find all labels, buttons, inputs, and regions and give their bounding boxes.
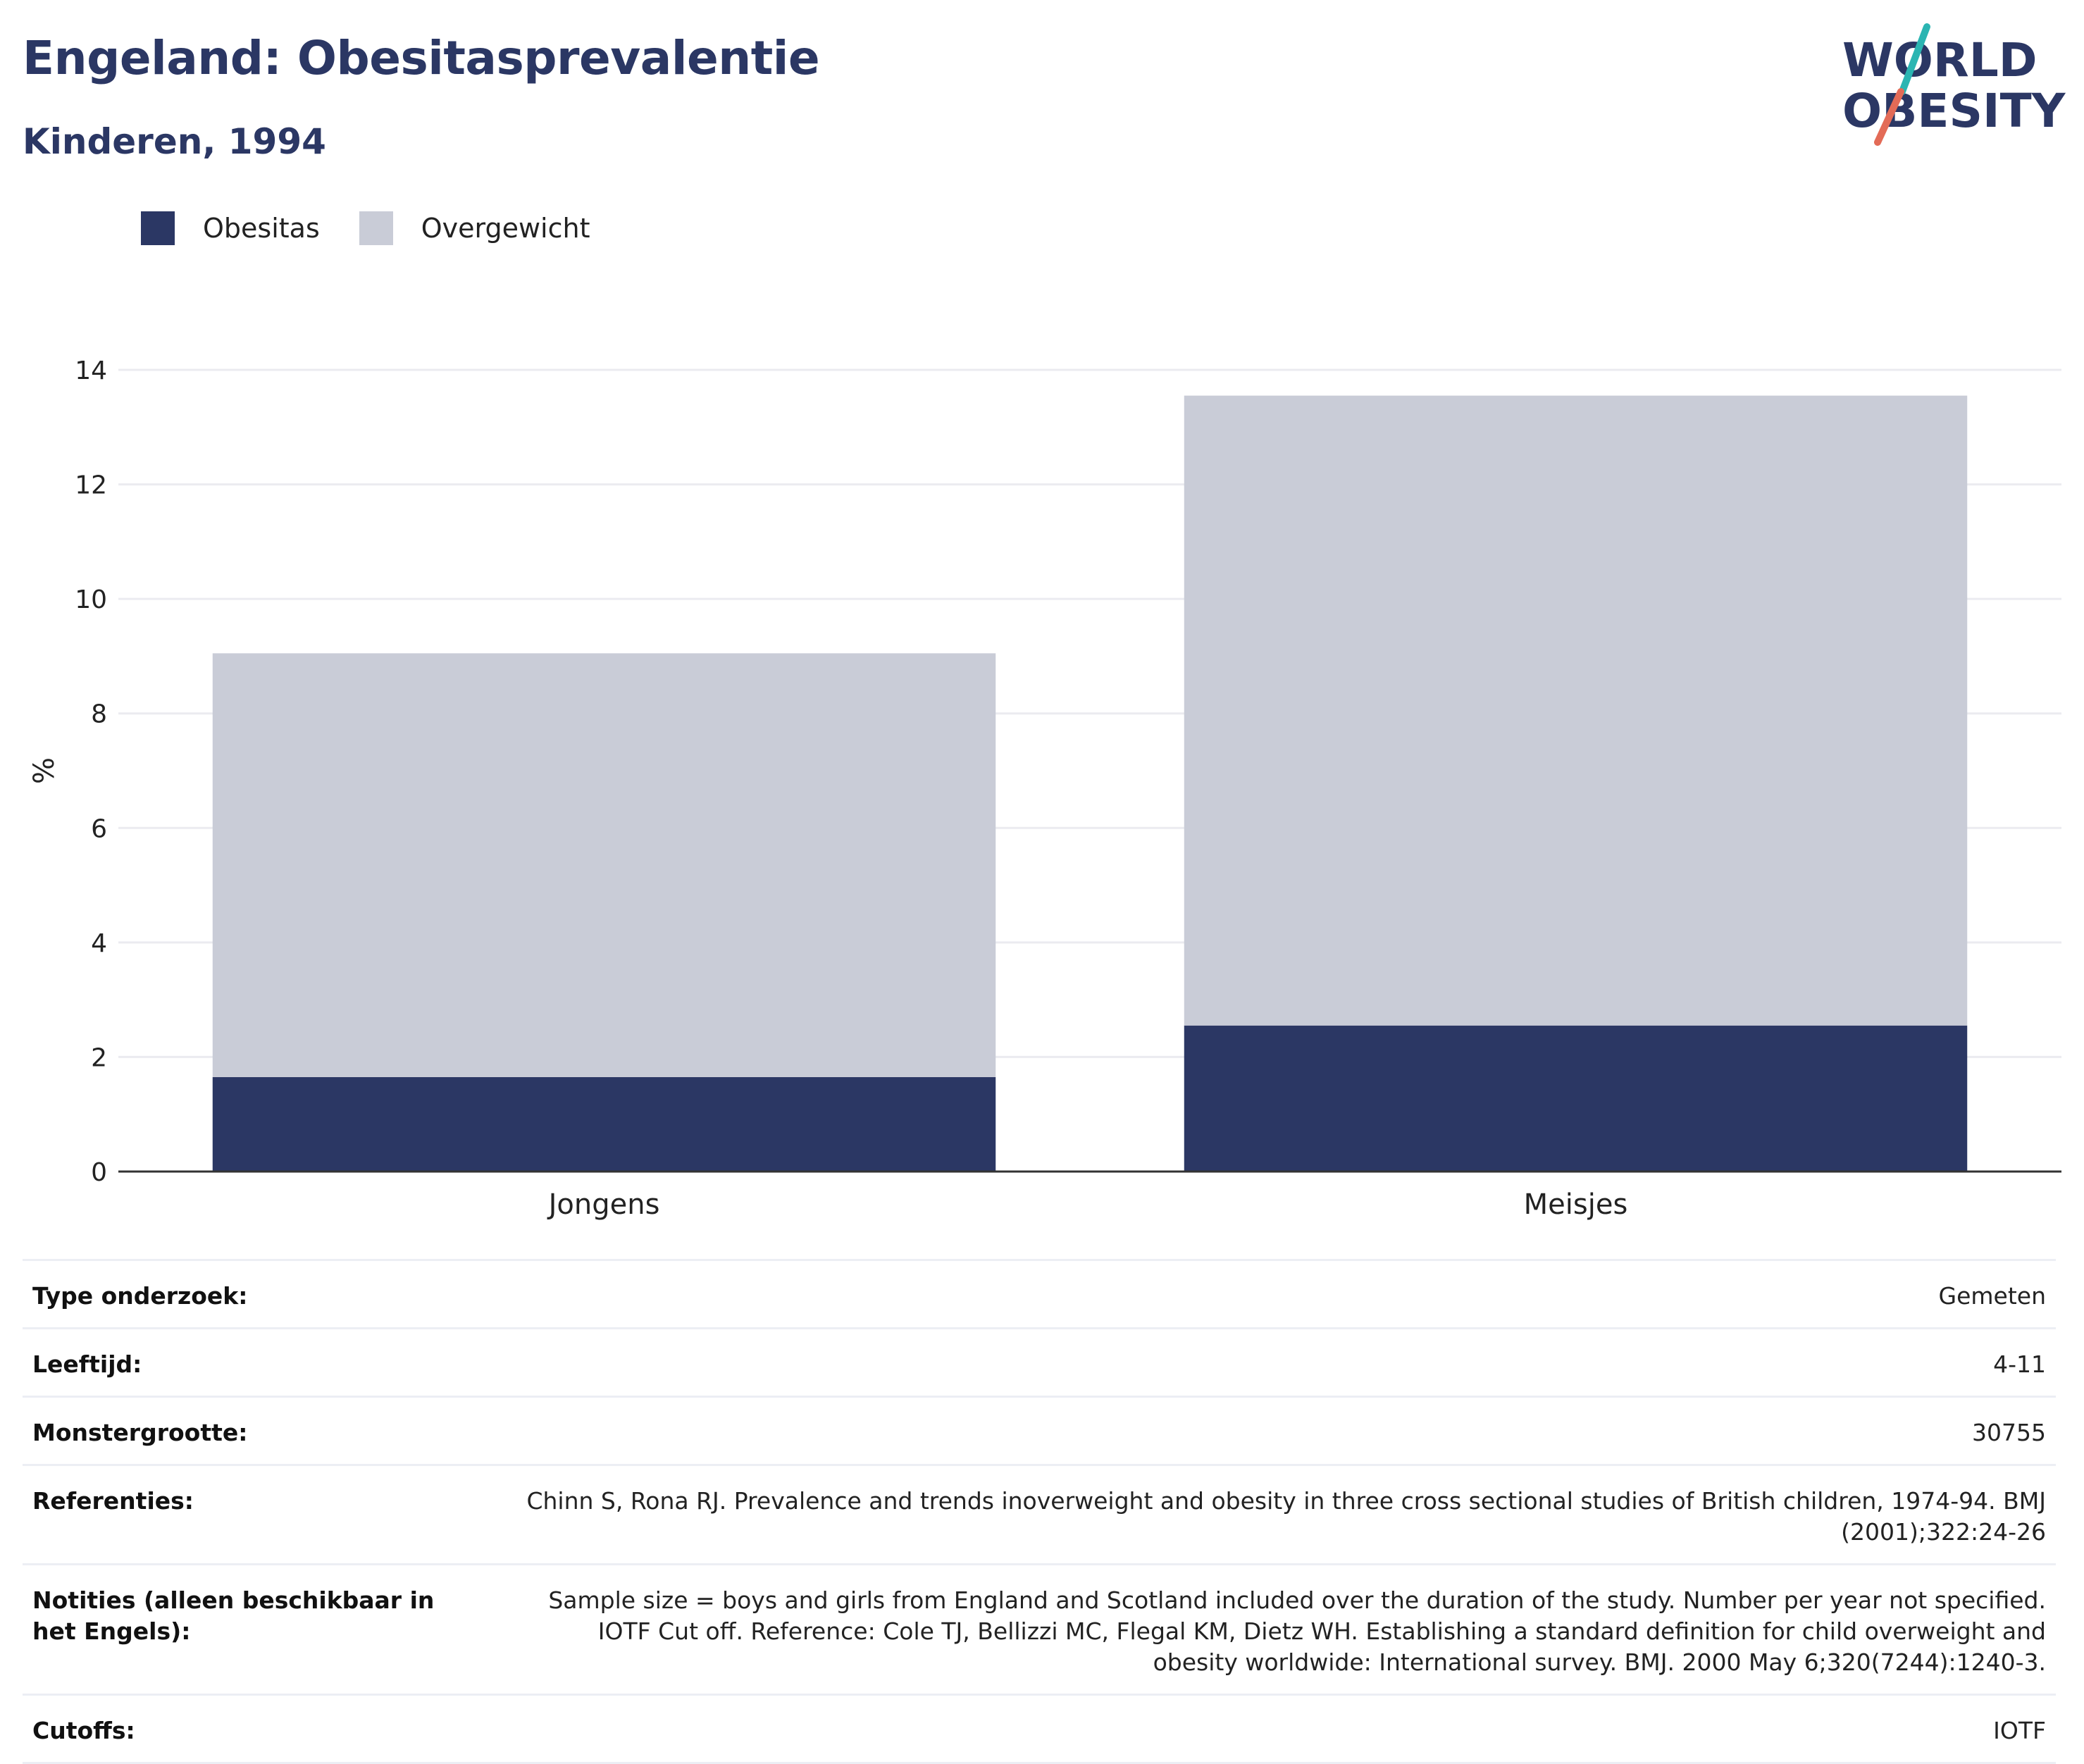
logo-word-1: WORLD bbox=[1842, 33, 2038, 87]
x-category-label: Meisjes bbox=[1524, 1188, 1628, 1221]
chart-title: Engeland: Obesitasprevalentie bbox=[23, 31, 820, 85]
legend-label-obesitas: Obesitas bbox=[203, 213, 320, 244]
y-tick-label: 4 bbox=[91, 929, 107, 958]
legend-swatch-overgewicht bbox=[359, 211, 393, 245]
legend-item-overgewicht[interactable]: Overgewicht bbox=[359, 211, 590, 245]
chart-legend: Obesitas Overgewicht bbox=[141, 211, 630, 245]
study-details-table: Type onderzoek: Gemeten Leeftijd: 4-11 Monst… bbox=[23, 1259, 2056, 1764]
y-tick-label: 0 bbox=[91, 1158, 107, 1187]
bar-overgewicht-meisjes bbox=[1184, 395, 1968, 1026]
bar-obesitas-jongens bbox=[212, 1076, 996, 1172]
detail-value: IOTF bbox=[1993, 1717, 2046, 1744]
detail-value: Chinn S, Rona RJ. Prevalence and trends … bbox=[526, 1487, 2046, 1546]
detail-label: Cutoffs: bbox=[32, 1717, 135, 1744]
detail-row: Type onderzoek: Gemeten bbox=[23, 1261, 2056, 1329]
detail-value: Sample size = boys and girls from Englan… bbox=[548, 1586, 2046, 1676]
bar-overgewicht-jongens bbox=[212, 653, 996, 1077]
stacked-bar-chart: 0 2 4 6 8 10 12 14% Jongens Meisjes bbox=[28, 356, 2061, 1221]
y-tick-label: 8 bbox=[91, 700, 107, 729]
detail-value: 30755 bbox=[1972, 1419, 2046, 1446]
logo-word-2: OBESITY bbox=[1842, 84, 2066, 138]
world-obesity-logo: WORLD OBESITY bbox=[1842, 23, 2066, 146]
legend-label-overgewicht: Overgewicht bbox=[421, 213, 590, 244]
detail-label: Notities (alleen beschikbaar in het Enge… bbox=[32, 1586, 435, 1645]
y-tick-label: 2 bbox=[91, 1043, 107, 1072]
y-tick-label: 10 bbox=[75, 585, 107, 614]
detail-row: Cutoffs: IOTF bbox=[23, 1696, 2056, 1764]
x-category-label: Jongens bbox=[547, 1188, 660, 1221]
chart-subtitle: Kinderen, 1994 bbox=[23, 121, 326, 162]
y-tick-label: 12 bbox=[75, 471, 107, 500]
legend-item-obesitas[interactable]: Obesitas bbox=[141, 211, 320, 245]
detail-value: 4-11 bbox=[1993, 1350, 2046, 1378]
y-axis-label: % bbox=[28, 757, 61, 784]
detail-label: Monstergrootte: bbox=[32, 1419, 248, 1446]
detail-row: Leeftijd: 4-11 bbox=[23, 1329, 2056, 1398]
detail-row: Notities (alleen beschikbaar in het Enge… bbox=[23, 1565, 2056, 1696]
detail-label: Referenties: bbox=[32, 1487, 194, 1515]
detail-label: Type onderzoek: bbox=[32, 1282, 248, 1310]
y-tick-label: 6 bbox=[91, 814, 107, 843]
logo-accent-coral bbox=[1874, 88, 1904, 146]
detail-row: Monstergrootte: 30755 bbox=[23, 1398, 2056, 1466]
bar-obesitas-meisjes bbox=[1184, 1025, 1968, 1172]
y-tick-label: 14 bbox=[75, 356, 107, 385]
detail-label: Leeftijd: bbox=[32, 1350, 142, 1378]
detail-value: Gemeten bbox=[1938, 1282, 2046, 1310]
legend-swatch-obesitas bbox=[141, 211, 175, 245]
logo-accent-teal bbox=[1899, 23, 1930, 95]
detail-row: Referenties: Chinn S, Rona RJ. Prevalence… bbox=[23, 1466, 2056, 1565]
